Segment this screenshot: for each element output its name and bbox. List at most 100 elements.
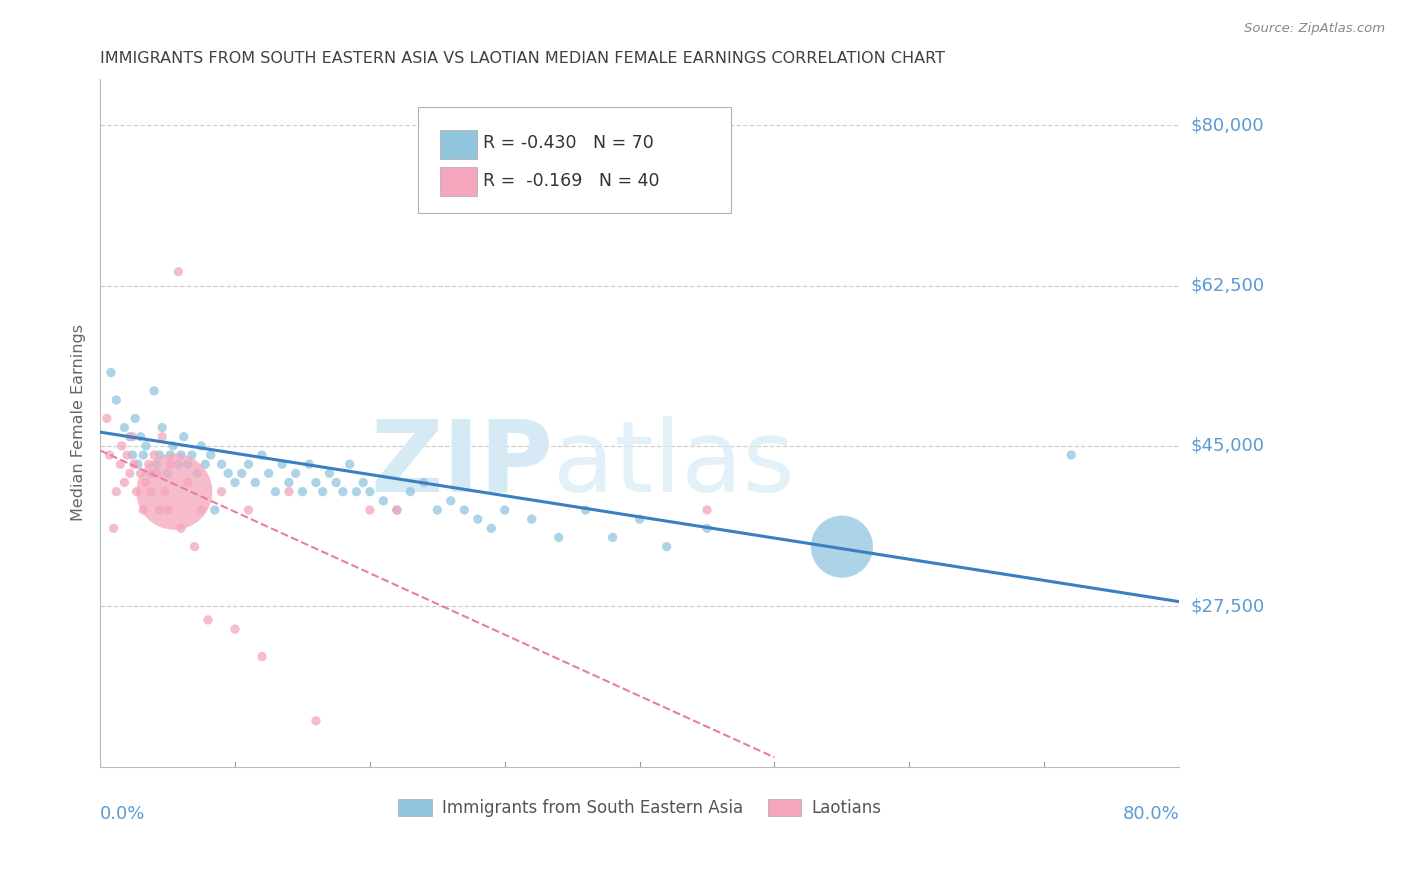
Point [180,448,202,462]
Point [831,540,853,554]
Point [146,467,169,481]
Point [426,503,449,517]
Text: $80,000: $80,000 [1191,116,1264,134]
Point [359,503,381,517]
Point [344,484,367,499]
Point [332,484,354,499]
Point [132,503,155,517]
Point [211,484,233,499]
Point [271,457,294,471]
Point [278,475,301,490]
Point [238,503,260,517]
Point [231,467,253,481]
Text: $62,500: $62,500 [1191,277,1264,294]
Point [655,540,678,554]
Point [146,457,169,471]
Point [105,392,128,407]
Point [129,430,152,444]
Point [112,475,135,490]
Point [159,448,181,462]
Point [141,467,163,481]
Point [628,512,651,526]
Point [217,467,239,481]
Point [112,420,135,434]
Text: IMMIGRANTS FROM SOUTH EASTERN ASIA VS LAOTIAN MEDIAN FEMALE EARNINGS CORRELATION: IMMIGRANTS FROM SOUTH EASTERN ASIA VS LA… [100,51,945,66]
Point [153,484,176,499]
Point [118,430,141,444]
Point [352,475,374,490]
Point [118,467,141,481]
Point [440,493,463,508]
Point [186,467,208,481]
Legend: Immigrants from South Eastern Asia, Laotians: Immigrants from South Eastern Asia, Laot… [391,792,887,823]
Point [318,467,340,481]
FancyBboxPatch shape [440,167,477,195]
Point [143,448,166,462]
Point [132,448,155,462]
Text: $45,000: $45,000 [1191,437,1264,455]
Text: 0.0%: 0.0% [100,805,145,823]
Point [167,457,190,471]
Text: atlas: atlas [554,416,794,513]
Point [575,503,598,517]
Point [173,430,195,444]
Y-axis label: Median Female Earnings: Median Female Earnings [72,325,86,522]
Point [150,420,173,434]
Point [325,475,347,490]
Point [224,622,246,636]
Point [148,503,170,517]
Point [257,467,280,481]
Text: R = -0.430   N = 70: R = -0.430 N = 70 [484,135,654,153]
Point [284,467,307,481]
Point [135,439,157,453]
Point [143,384,166,398]
Point [696,521,718,535]
Point [467,512,489,526]
Point [124,411,146,425]
Point [224,475,246,490]
Point [98,448,121,462]
Point [170,448,193,462]
Point [96,411,118,425]
Point [305,714,328,728]
Text: R =  -0.169   N = 40: R = -0.169 N = 40 [484,171,659,189]
Point [150,430,173,444]
Point [162,439,184,453]
Point [138,457,160,471]
Point [211,457,233,471]
Point [127,457,149,471]
Point [105,484,128,499]
Point [250,448,273,462]
Point [250,649,273,664]
Point [177,457,200,471]
Point [170,521,193,535]
Point [122,457,145,471]
Point [359,484,381,499]
Point [115,448,138,462]
FancyBboxPatch shape [419,107,731,213]
Text: Source: ZipAtlas.com: Source: ZipAtlas.com [1244,22,1385,36]
Point [602,531,624,545]
Point [135,475,157,490]
Point [291,484,314,499]
Text: $27,500: $27,500 [1191,598,1264,615]
Point [200,448,222,462]
Point [121,430,143,444]
Point [100,366,122,380]
Point [547,531,569,545]
Point [373,493,395,508]
Point [238,457,260,471]
Point [696,503,718,517]
Point [159,457,181,471]
Point [298,457,321,471]
Point [111,439,134,453]
Point [110,457,132,471]
Point [494,503,516,517]
Point [385,503,408,517]
Point [204,503,226,517]
Point [183,540,205,554]
Text: 80.0%: 80.0% [1122,805,1180,823]
Point [125,484,148,499]
Point [399,484,422,499]
Point [339,457,361,471]
